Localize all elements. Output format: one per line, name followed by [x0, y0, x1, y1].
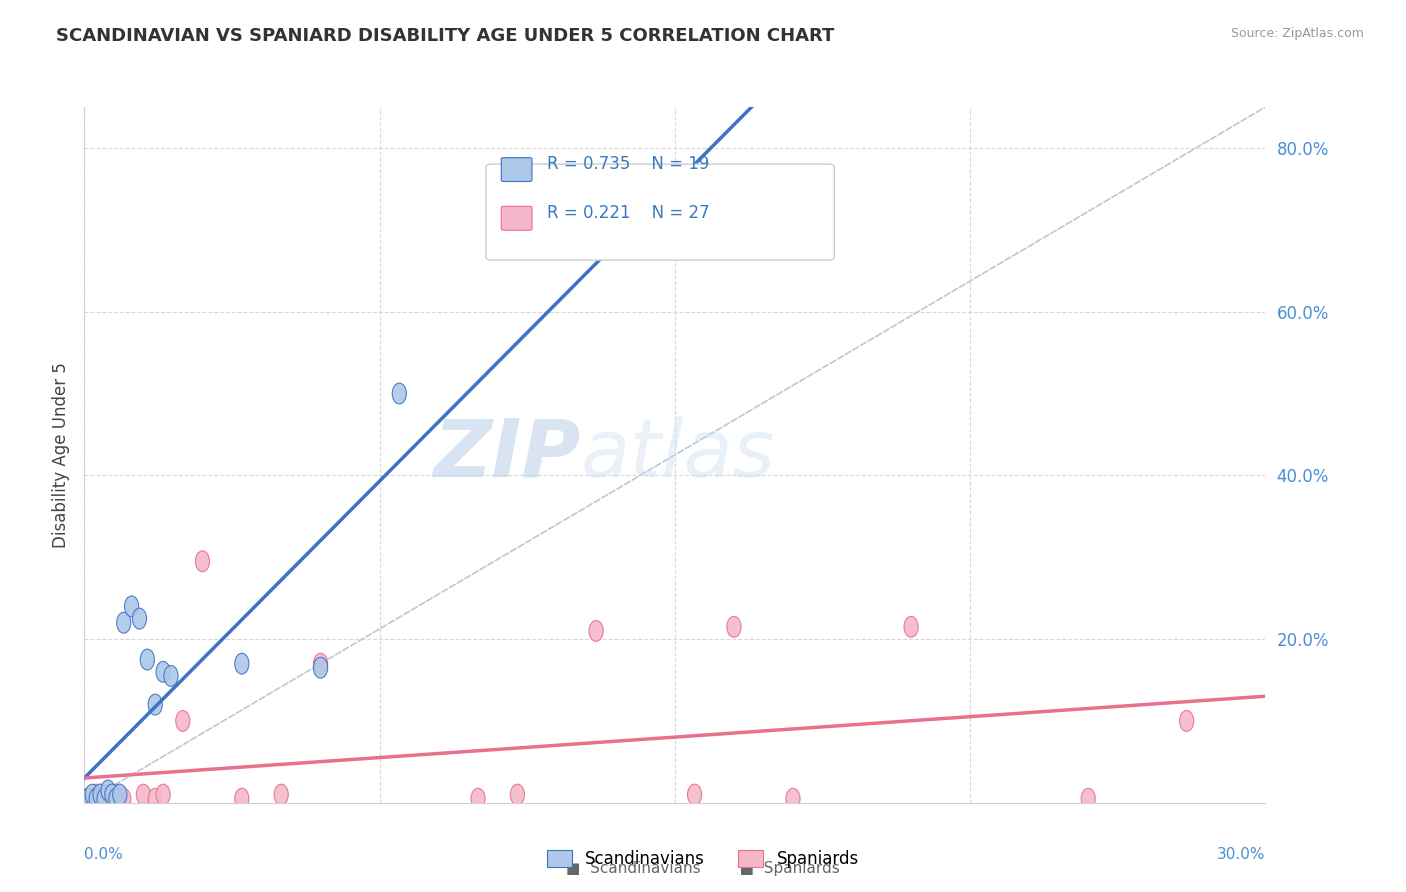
Ellipse shape [93, 784, 107, 805]
Ellipse shape [156, 784, 170, 805]
Ellipse shape [314, 653, 328, 674]
Ellipse shape [108, 784, 122, 805]
Ellipse shape [117, 789, 131, 809]
Ellipse shape [904, 616, 918, 637]
Ellipse shape [314, 657, 328, 678]
Ellipse shape [105, 784, 120, 805]
Ellipse shape [727, 616, 741, 637]
Ellipse shape [141, 649, 155, 670]
Ellipse shape [235, 789, 249, 809]
Text: R = 0.735    N = 19: R = 0.735 N = 19 [547, 155, 710, 173]
Ellipse shape [101, 780, 115, 801]
Ellipse shape [97, 789, 111, 809]
Ellipse shape [82, 789, 96, 809]
FancyBboxPatch shape [502, 206, 531, 230]
Ellipse shape [148, 789, 162, 809]
Ellipse shape [108, 789, 122, 809]
Ellipse shape [93, 784, 107, 805]
Ellipse shape [589, 621, 603, 641]
Text: Source: ZipAtlas.com: Source: ZipAtlas.com [1230, 27, 1364, 40]
Ellipse shape [117, 612, 131, 633]
Ellipse shape [86, 784, 100, 805]
Ellipse shape [235, 653, 249, 674]
Ellipse shape [97, 789, 111, 809]
Ellipse shape [89, 784, 103, 805]
Ellipse shape [82, 789, 96, 809]
Text: 0.0%: 0.0% [84, 847, 124, 863]
Ellipse shape [105, 789, 120, 809]
Ellipse shape [471, 789, 485, 809]
Ellipse shape [510, 784, 524, 805]
Ellipse shape [156, 661, 170, 682]
Text: 30.0%: 30.0% [1218, 847, 1265, 863]
Ellipse shape [86, 789, 100, 809]
Text: SCANDINAVIAN VS SPANIARD DISABILITY AGE UNDER 5 CORRELATION CHART: SCANDINAVIAN VS SPANIARD DISABILITY AGE … [56, 27, 835, 45]
Ellipse shape [112, 784, 127, 805]
Text: ZIP: ZIP [433, 416, 581, 494]
Ellipse shape [132, 608, 146, 629]
Ellipse shape [89, 789, 103, 809]
Text: ■  Scandinavians        ■  Spaniards: ■ Scandinavians ■ Spaniards [567, 861, 839, 876]
Ellipse shape [786, 789, 800, 809]
Ellipse shape [165, 665, 179, 686]
Ellipse shape [1180, 711, 1194, 731]
Ellipse shape [148, 694, 162, 715]
FancyBboxPatch shape [502, 158, 531, 181]
Ellipse shape [688, 784, 702, 805]
Ellipse shape [101, 784, 115, 805]
Y-axis label: Disability Age Under 5: Disability Age Under 5 [52, 362, 70, 548]
Ellipse shape [176, 711, 190, 731]
Ellipse shape [125, 596, 139, 616]
Text: R = 0.221    N = 27: R = 0.221 N = 27 [547, 204, 710, 222]
Text: atlas: atlas [581, 416, 775, 494]
Ellipse shape [136, 784, 150, 805]
Ellipse shape [274, 784, 288, 805]
FancyBboxPatch shape [486, 164, 834, 260]
Ellipse shape [1081, 789, 1095, 809]
Ellipse shape [195, 551, 209, 572]
Ellipse shape [112, 789, 127, 809]
Ellipse shape [392, 383, 406, 404]
Legend: Scandinavians, Spaniards: Scandinavians, Spaniards [540, 843, 866, 875]
